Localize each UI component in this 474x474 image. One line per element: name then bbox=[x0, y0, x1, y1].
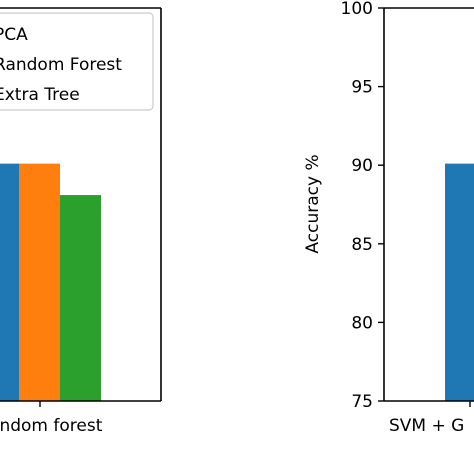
bar-random-forest bbox=[19, 163, 60, 401]
bar-extra-tree bbox=[60, 195, 101, 401]
legend-label-1: Random Forest bbox=[0, 55, 122, 75]
legend-label-2: Extra Tree bbox=[0, 85, 80, 105]
right-chart: 75 80 85 90 95 100 Accuracy % SVM + G bbox=[303, 0, 474, 436]
y-tick-label-85: 85 bbox=[351, 235, 373, 255]
y-tick-label-95: 95 bbox=[351, 78, 373, 98]
bar-pca bbox=[0, 163, 19, 401]
y-tick-label-80: 80 bbox=[351, 313, 373, 333]
y-tick-label-75: 75 bbox=[351, 392, 373, 412]
bar-svm bbox=[445, 163, 474, 401]
y-axis-label: Accuracy % bbox=[303, 154, 323, 253]
right-x-tick-label: SVM + G bbox=[389, 416, 464, 436]
left-x-tick-label: Random forest bbox=[0, 416, 103, 436]
y-tick-label-100: 100 bbox=[341, 0, 373, 19]
left-chart: Random forest PCA Random Forest Extra Tree bbox=[0, 7, 162, 436]
legend-box bbox=[0, 12, 154, 111]
legend-label-0: PCA bbox=[0, 25, 28, 45]
y-tick-label-90: 90 bbox=[351, 156, 373, 176]
